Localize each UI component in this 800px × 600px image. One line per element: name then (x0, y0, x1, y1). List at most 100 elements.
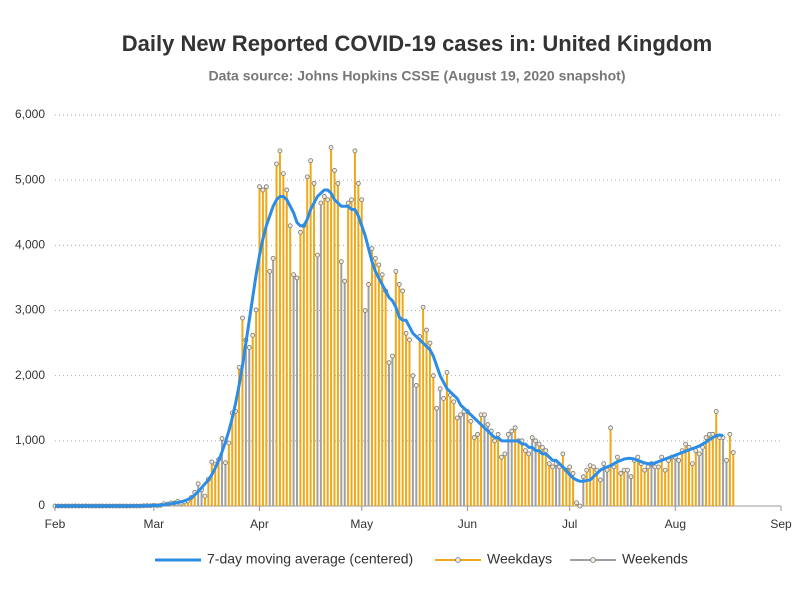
bar-marker (223, 460, 228, 466)
bar-marker (321, 194, 327, 199)
x-tick-label: May (350, 517, 373, 531)
bar-marker (550, 464, 556, 470)
bar-marker (495, 431, 501, 437)
bar-marker (730, 450, 736, 455)
bar-marker (713, 409, 719, 414)
bar-marker (543, 448, 549, 454)
bar-marker (546, 461, 552, 467)
bar-marker (427, 340, 433, 346)
y-tick-label: 1,000 (15, 433, 45, 447)
bar-marker (413, 383, 419, 388)
bar-marker (274, 161, 279, 167)
bar-marker (420, 304, 426, 310)
bar-marker (352, 148, 358, 154)
bar-marker (533, 438, 538, 444)
bar-marker (502, 451, 508, 457)
bar-marker (280, 171, 286, 177)
bar-marker (468, 418, 474, 424)
bar-marker (434, 405, 440, 411)
bar-marker (628, 474, 634, 480)
legend-label: Weekends (622, 551, 688, 567)
bar-marker (328, 145, 334, 150)
bar-marker (570, 471, 576, 476)
bar-marker (614, 454, 620, 460)
bar-marker (315, 252, 320, 258)
bar-marker (240, 315, 245, 321)
bar-marker (284, 187, 290, 193)
bar-marker (379, 272, 385, 278)
y-tick-label: 0 (38, 498, 45, 512)
bar-marker (393, 268, 399, 274)
bar-marker (386, 360, 392, 366)
bar-marker (492, 438, 498, 444)
bar-marker (642, 467, 648, 473)
bar-marker (540, 444, 545, 450)
bar-marker (253, 307, 259, 313)
bar-marker (560, 451, 566, 457)
bar-marker (577, 503, 583, 509)
bar-marker (512, 425, 518, 431)
bar-marker (618, 471, 624, 476)
bar-marker (400, 288, 406, 294)
legend-marker (590, 557, 596, 563)
bar-marker (407, 337, 412, 343)
bar-marker (458, 412, 464, 418)
bar-marker (287, 223, 293, 229)
bar-marker (625, 467, 631, 473)
bar-marker (662, 467, 668, 473)
bar-marker (601, 461, 607, 467)
y-tick-label: 3,000 (15, 303, 45, 317)
bar-marker (318, 200, 324, 206)
y-tick-label: 5,000 (15, 172, 45, 186)
line (55, 188, 724, 508)
bar-marker (345, 200, 351, 206)
x-tick-label: Jul (562, 517, 577, 531)
bar-marker (335, 181, 341, 186)
bar-marker (263, 184, 269, 190)
bar-marker (591, 464, 596, 470)
bar-marker (304, 174, 310, 180)
bar-marker (277, 148, 283, 154)
bar-marker (522, 448, 528, 454)
bar-marker (584, 467, 590, 473)
chart-title: Daily New Reported COVID-19 cases in: Un… (122, 31, 712, 56)
bar-marker (703, 435, 709, 440)
bar-marker (338, 259, 344, 265)
bar-marker (294, 275, 300, 281)
legend-marker (455, 557, 461, 563)
y-tick-label: 2,000 (15, 368, 45, 382)
x-tick-label: Mar (144, 517, 165, 531)
bar-marker (505, 431, 511, 437)
bar-marker (482, 412, 487, 418)
bar-marker (311, 181, 317, 186)
bar-marker (219, 436, 225, 441)
bar-marker (676, 457, 682, 463)
bar-marker (366, 282, 371, 287)
bar-marker (526, 451, 532, 457)
bar-marker (349, 197, 354, 203)
bar-marker (376, 262, 382, 268)
x-tick-label: Jun (458, 517, 477, 531)
bar-marker (267, 268, 273, 274)
x-tick-label: Aug (665, 517, 686, 531)
bar-marker (369, 246, 375, 251)
bar-marker (410, 373, 416, 379)
bar-marker (441, 396, 446, 401)
x-tick-label: Feb (45, 517, 66, 531)
y-tick-label: 4,000 (15, 238, 45, 252)
bar-marker (529, 435, 535, 440)
bar-marker (250, 332, 256, 338)
legend-label: 7-day moving average (centered) (207, 551, 413, 567)
bar-marker (342, 278, 348, 284)
bar-marker (396, 282, 402, 287)
bar-marker (652, 464, 658, 470)
bar-marker (195, 481, 201, 487)
bar-marker (536, 441, 542, 447)
bar-marker (298, 229, 303, 235)
bar-marker (689, 461, 695, 467)
bar-marker (270, 255, 276, 261)
bar-marker (257, 184, 262, 190)
bar-marker (359, 197, 365, 203)
